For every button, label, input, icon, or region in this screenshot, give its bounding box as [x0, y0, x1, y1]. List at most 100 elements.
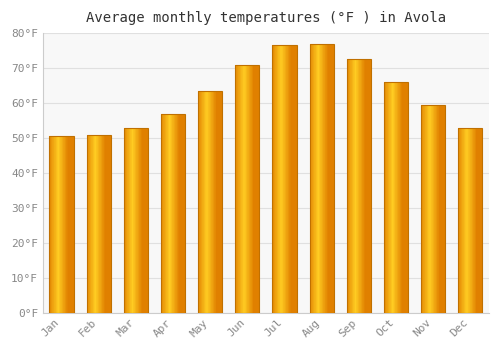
Bar	[310, 44, 334, 313]
Bar	[284, 46, 285, 313]
Bar	[165, 113, 166, 313]
Bar	[400, 82, 401, 313]
Bar	[65, 136, 66, 313]
Bar	[71, 136, 72, 313]
Bar	[251, 65, 252, 313]
Bar	[442, 105, 443, 313]
Bar	[200, 91, 201, 313]
Bar	[426, 105, 427, 313]
Bar	[198, 91, 200, 313]
Bar	[350, 60, 351, 313]
Bar	[55, 136, 56, 313]
Bar	[429, 105, 430, 313]
Bar	[347, 60, 348, 313]
Bar	[87, 134, 88, 313]
Bar	[143, 127, 144, 313]
Bar	[256, 65, 257, 313]
Bar	[399, 82, 400, 313]
Bar	[349, 60, 350, 313]
Bar	[472, 127, 474, 313]
Bar	[288, 46, 290, 313]
Bar	[182, 113, 184, 313]
Bar	[405, 82, 406, 313]
Bar	[274, 46, 275, 313]
Bar	[317, 44, 318, 313]
Bar	[69, 136, 70, 313]
Bar	[463, 127, 464, 313]
Bar	[176, 113, 178, 313]
Bar	[94, 134, 95, 313]
Bar	[293, 46, 294, 313]
Bar	[209, 91, 210, 313]
Title: Average monthly temperatures (°F ) in Avola: Average monthly temperatures (°F ) in Av…	[86, 11, 446, 25]
Bar	[90, 134, 91, 313]
Bar	[204, 91, 205, 313]
Bar	[348, 60, 349, 313]
Bar	[201, 91, 202, 313]
Bar	[434, 105, 435, 313]
Bar	[421, 105, 445, 313]
Bar	[312, 44, 313, 313]
Bar	[424, 105, 426, 313]
Bar	[332, 44, 333, 313]
Bar	[328, 44, 329, 313]
Bar	[179, 113, 180, 313]
Bar	[428, 105, 429, 313]
Bar	[320, 44, 321, 313]
Bar	[295, 46, 296, 313]
Bar	[403, 82, 404, 313]
Bar	[138, 127, 139, 313]
Bar	[88, 134, 89, 313]
Bar	[427, 105, 428, 313]
Bar	[460, 127, 462, 313]
Bar	[146, 127, 148, 313]
Bar	[280, 46, 281, 313]
Bar	[174, 113, 175, 313]
Bar	[70, 136, 71, 313]
Bar	[128, 127, 129, 313]
Bar	[166, 113, 167, 313]
Bar	[468, 127, 469, 313]
Bar	[384, 82, 408, 313]
Bar	[479, 127, 480, 313]
Bar	[213, 91, 214, 313]
Bar	[257, 65, 258, 313]
Bar	[50, 136, 51, 313]
Bar	[104, 134, 105, 313]
Bar	[59, 136, 60, 313]
Bar	[401, 82, 402, 313]
Bar	[432, 105, 433, 313]
Bar	[238, 65, 239, 313]
Bar	[180, 113, 181, 313]
Bar	[130, 127, 131, 313]
Bar	[423, 105, 424, 313]
Bar	[54, 136, 55, 313]
Bar	[396, 82, 397, 313]
Bar	[126, 127, 127, 313]
Bar	[310, 44, 311, 313]
Bar	[132, 127, 133, 313]
Bar	[369, 60, 370, 313]
Bar	[433, 105, 434, 313]
Bar	[205, 91, 206, 313]
Bar	[384, 82, 385, 313]
Bar	[438, 105, 439, 313]
Bar	[50, 136, 74, 313]
Bar	[441, 105, 442, 313]
Bar	[91, 134, 92, 313]
Bar	[435, 105, 436, 313]
Bar	[212, 91, 213, 313]
Bar	[285, 46, 286, 313]
Bar	[443, 105, 444, 313]
Bar	[161, 113, 162, 313]
Bar	[402, 82, 403, 313]
Bar	[100, 134, 101, 313]
Bar	[72, 136, 73, 313]
Bar	[478, 127, 479, 313]
Bar	[67, 136, 68, 313]
Bar	[214, 91, 215, 313]
Bar	[129, 127, 130, 313]
Bar	[240, 65, 242, 313]
Bar	[326, 44, 327, 313]
Bar	[279, 46, 280, 313]
